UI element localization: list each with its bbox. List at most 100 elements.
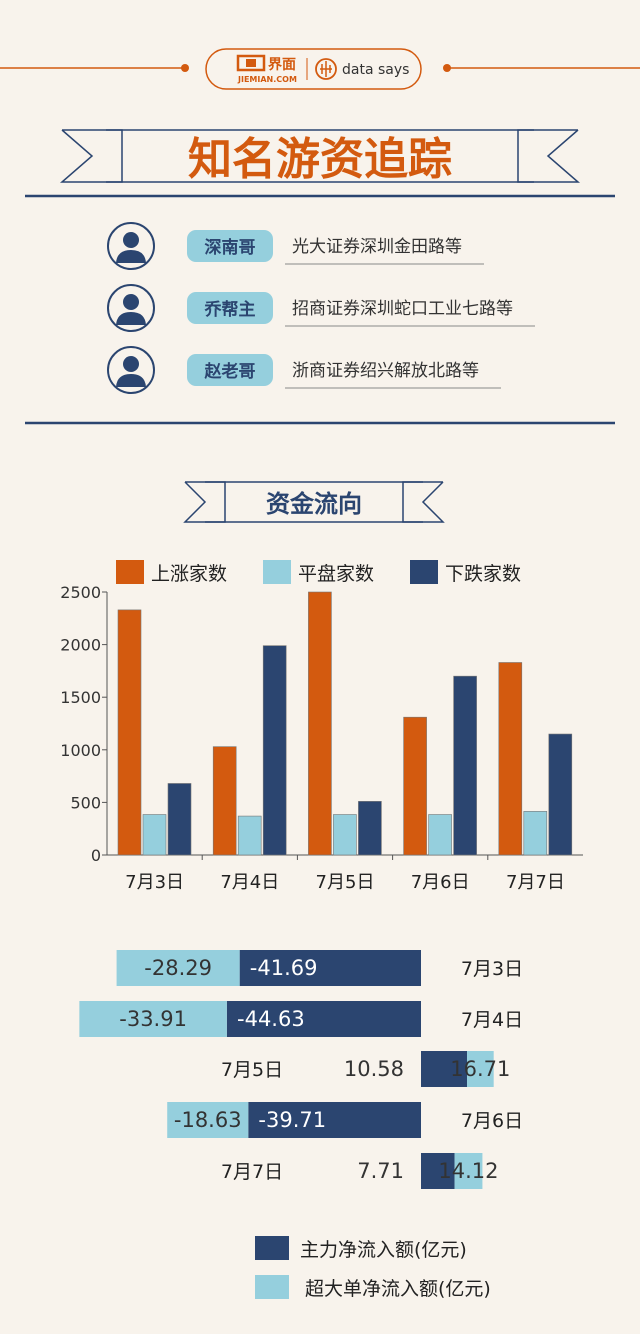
legend-item: 上涨家数 [116,560,227,585]
y-tick-label: 2000 [60,636,101,655]
x-tick-label: 7月6日 [411,872,470,893]
trader-badge [187,230,273,262]
flow-value-main: 7.71 [357,1159,404,1183]
legend-swatch [255,1236,289,1260]
brand-cn: 界面 [268,57,296,73]
trader-desk: 招商证券深圳蛇口工业七路等 [292,299,513,319]
flow-value-super: -28.29 [144,956,212,980]
flow-bar-main [239,950,421,986]
breadth-legend: 上涨家数 平盘家数 下跌家数 [116,560,521,585]
y-tick-label: 500 [70,793,101,812]
legend-item: 超大单净流入额(亿元) [255,1275,491,1300]
flow-value-super: 16.71 [450,1057,510,1081]
trader-name: 乔帮主 [204,299,256,320]
flow-bar-super [79,1001,227,1037]
flow-value-super: -18.63 [174,1108,242,1132]
flow-bar-super [467,1051,494,1087]
x-tick-label: 7月4日 [220,872,279,893]
legend-swatch [255,1275,289,1299]
avatar-icon [107,284,155,332]
trader-name: 赵老哥 [204,361,256,382]
bar [333,814,357,856]
legend-label: 平盘家数 [298,563,374,585]
x-tick-label: 7月7日 [506,872,565,893]
legend-label: 超大单净流入额(亿元) [305,1278,491,1300]
bar [498,662,523,856]
flow-legend: 主力净流入额(亿元) 超大单净流入额(亿元) [255,1236,491,1300]
y-tick-label: 1000 [60,741,101,760]
y-tick-label: 0 [91,846,101,865]
trader-row: 乔帮主 招商证券深圳蛇口工业七路等 [107,284,535,332]
bar [453,675,477,856]
flow-value-main: -39.71 [258,1108,326,1132]
legend-swatch [116,560,144,584]
bar [428,814,452,856]
x-tick-label: 7月5日 [316,872,375,893]
trader-desk: 光大证券深圳金田路等 [292,237,462,257]
flow-bar-main [226,1001,421,1037]
flow-value-super: 14.12 [438,1159,498,1183]
ribbon-left [59,129,123,183]
jiemian-logo-icon [236,54,266,72]
bar [142,814,167,856]
flow-value-main: 10.58 [344,1057,404,1081]
bar [237,815,262,856]
trader-desk: 浙商证券绍兴解放北路等 [292,361,479,381]
section-ribbon: 资金流向 [183,481,445,523]
breadth-chart: 0 500 1000 1500 2000 2500 7月3日 7月4日 7月5日 7月6日 7月7日 [60,583,583,893]
bar [403,716,427,856]
legend-item: 平盘家数 [263,560,374,585]
trader-row: 赵老哥 浙商证券绍兴解放北路等 [107,346,501,394]
legend-swatch [410,560,438,584]
y-tick-label: 2500 [60,583,101,602]
bar [167,783,192,856]
flow-bar-main [248,1102,421,1138]
flow-date-label: 7月3日 [461,958,523,980]
legend-label: 上涨家数 [151,563,227,585]
flow-value-super: -33.91 [119,1007,187,1031]
flow-bar-main [421,1051,468,1087]
trader-badge [187,354,273,386]
flow-date-label: 7月6日 [461,1110,523,1132]
brand-pill [205,48,422,90]
flow-value-main: -44.63 [237,1007,305,1031]
bar [358,801,382,856]
section-title: 资金流向 [266,490,362,518]
legend-item: 下跌家数 [410,560,521,585]
ribbon-right [517,129,581,183]
flow-bar-super [116,950,240,986]
flow-value-main: -41.69 [250,956,318,980]
trader-row: 深南哥 光大证券深圳金田路等 [107,222,484,270]
bar [308,591,332,856]
x-tick-label: 7月3日 [125,872,184,893]
banner-dot-right [443,64,451,72]
flow-chart: -41.69 -28.29 7月3日 -44.63 -33.91 7月4日 16.71 10.… [79,950,523,1189]
page-title: 知名游资追踪 [188,134,452,185]
banner-dot-left [181,64,189,72]
trader-badge [187,292,273,324]
avatar-icon [107,346,155,394]
flow-date-label: 7月5日 [221,1059,283,1081]
title-ribbon: 知名游资追踪 [59,129,581,185]
brand-en: JIEMIAN.COM [237,75,297,84]
bar [262,645,287,856]
bar [212,746,237,856]
flow-bar-super [454,1153,483,1189]
legend-item: 主力净流入额(亿元) [255,1236,467,1261]
flow-bar-main [421,1153,455,1189]
bar [523,811,548,856]
partner-label: data says [342,62,409,78]
legend-swatch [263,560,291,584]
trader-name: 深南哥 [205,237,256,258]
bar [117,609,142,856]
legend-label: 主力净流入额(亿元) [300,1239,467,1261]
data-says-logo-icon [315,58,337,80]
bar [548,733,573,856]
avatar-icon [107,222,155,270]
brand-banner: 界面 JIEMIAN.COM data says [0,48,640,90]
legend-label: 下跌家数 [445,563,521,585]
flow-date-label: 7月7日 [221,1161,283,1183]
